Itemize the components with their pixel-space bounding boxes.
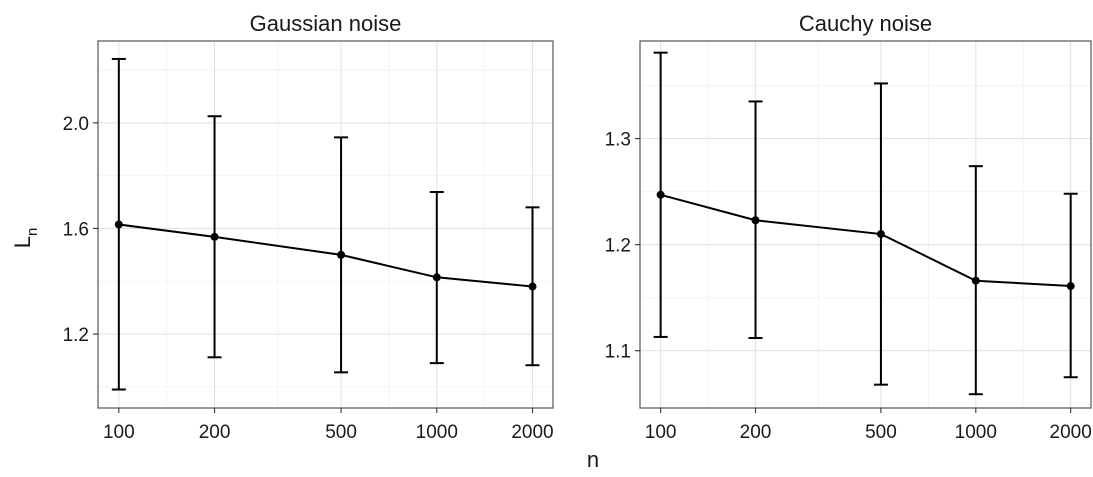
data-point bbox=[876, 230, 885, 239]
x-tick-label: 200 bbox=[199, 422, 231, 443]
y-tick-label: 1.2 bbox=[605, 236, 631, 257]
panel-border bbox=[639, 40, 1092, 409]
x-tick-label: 200 bbox=[740, 422, 772, 443]
data-point bbox=[751, 216, 760, 225]
y-tick-label: 1.1 bbox=[605, 342, 631, 363]
x-tick-label: 100 bbox=[103, 422, 135, 443]
panel-title: Gaussian noise bbox=[250, 11, 402, 36]
data-point bbox=[1066, 282, 1075, 291]
panel-gaussian-noise: 1.2 1.6 2.0 100 200 500 1000 2000 Gaussian noise bbox=[63, 11, 554, 443]
panel-cauchy-noise: 1.1 1.2 1.3 100 200 500 1000 2000 Cauchy noise bbox=[605, 11, 1092, 443]
data-point bbox=[432, 273, 441, 282]
x-tick-label: 2000 bbox=[1050, 422, 1092, 443]
y-axis-label-subscript: n bbox=[24, 228, 41, 236]
data-point bbox=[656, 190, 665, 199]
y-axis-label-main: L bbox=[10, 236, 35, 248]
plot-background bbox=[640, 41, 1091, 408]
x-tick-label: 500 bbox=[865, 422, 897, 443]
panel-title: Cauchy noise bbox=[799, 11, 932, 36]
data-point bbox=[114, 220, 123, 229]
x-tick-label: 1000 bbox=[955, 422, 997, 443]
data-point bbox=[210, 232, 219, 241]
data-point bbox=[971, 276, 980, 285]
y-tick-label: 2.0 bbox=[63, 114, 89, 135]
y-tick-label: 1.6 bbox=[63, 219, 89, 240]
x-tick-label: 2000 bbox=[511, 422, 553, 443]
plot-background bbox=[98, 41, 553, 408]
x-tick-label: 1000 bbox=[416, 422, 458, 443]
y-axis-label: Ln bbox=[10, 228, 41, 249]
panel-border bbox=[97, 40, 554, 409]
data-point bbox=[528, 282, 537, 291]
x-tick-label: 100 bbox=[645, 422, 677, 443]
data-point bbox=[337, 250, 346, 259]
y-tick-label: 1.3 bbox=[605, 130, 631, 151]
x-tick-label: 500 bbox=[325, 422, 357, 443]
x-axis-label: n bbox=[587, 447, 599, 472]
y-tick-label: 1.2 bbox=[63, 325, 89, 346]
